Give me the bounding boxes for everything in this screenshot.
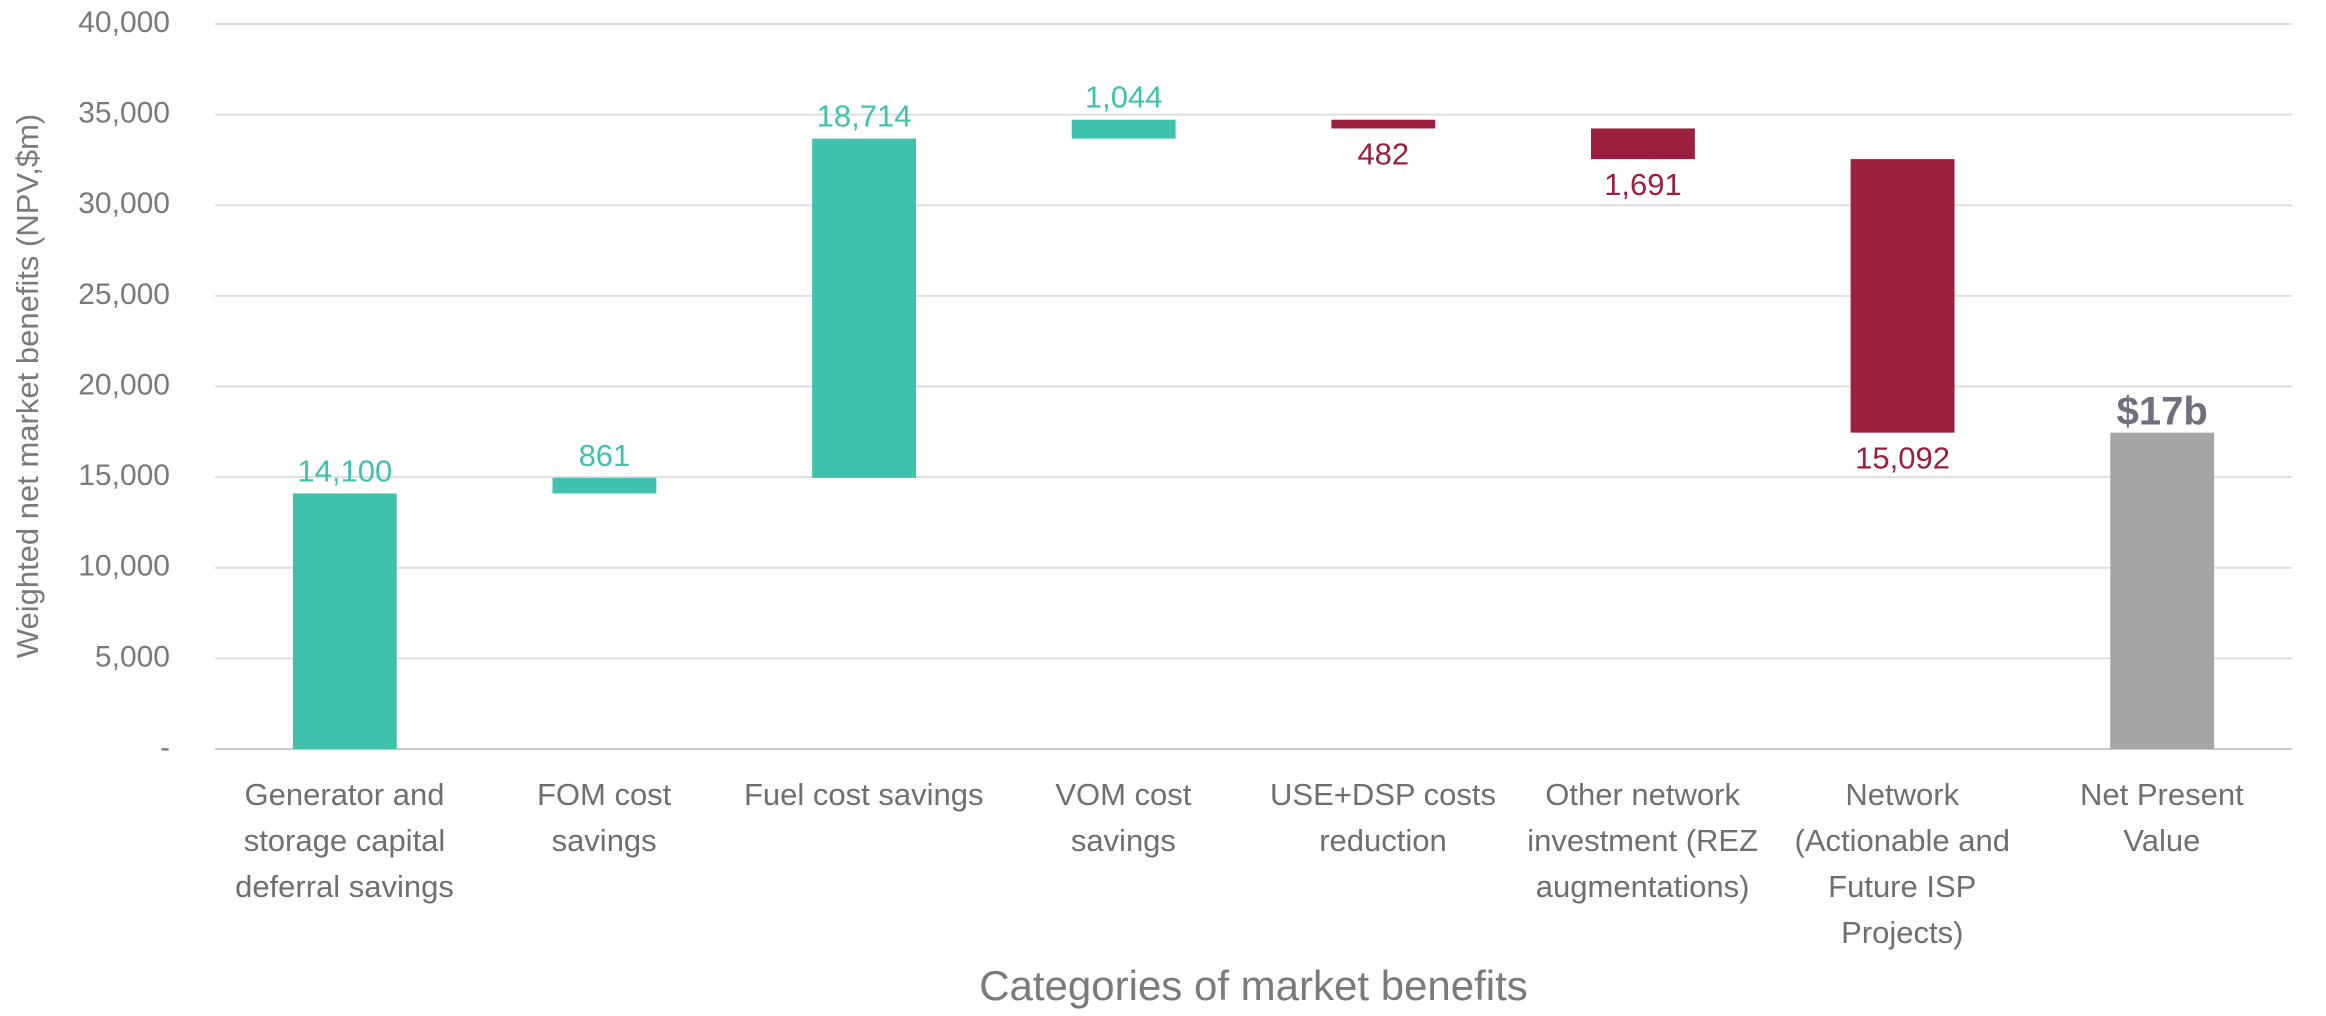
data-label: 1,691 bbox=[1604, 167, 1682, 202]
bar bbox=[2110, 432, 2215, 749]
x-axis-title: Categories of market benefits bbox=[979, 962, 1528, 1009]
bar bbox=[1850, 159, 1955, 433]
bar bbox=[1071, 119, 1176, 139]
x-tick-label: FOM cost savings bbox=[536, 777, 672, 858]
bar bbox=[1591, 128, 1695, 160]
data-label: $17b bbox=[2117, 390, 2208, 434]
data-label: 18,714 bbox=[817, 99, 912, 134]
y-tick-label: - bbox=[160, 731, 170, 764]
y-tick-label: 25,000 bbox=[78, 278, 170, 311]
bar bbox=[552, 477, 657, 494]
y-tick-label: 5,000 bbox=[95, 640, 170, 673]
y-tick-label: 20,000 bbox=[78, 368, 170, 401]
y-tick-label: 30,000 bbox=[78, 187, 170, 220]
x-tick-label: VOM cost savings bbox=[1055, 777, 1192, 858]
x-tick-label: Generator and storage capital deferral s… bbox=[235, 777, 454, 904]
bar bbox=[812, 138, 916, 478]
data-label: 14,100 bbox=[297, 453, 392, 488]
y-tick-label: 10,000 bbox=[78, 550, 170, 583]
bar bbox=[1331, 119, 1436, 129]
x-tick-label: Fuel cost savings bbox=[744, 777, 984, 812]
y-tick-label: 15,000 bbox=[78, 459, 170, 492]
x-tick-label: Other network investment (REZ augmentati… bbox=[1527, 777, 1759, 904]
data-label: 482 bbox=[1357, 136, 1409, 171]
data-label: 15,092 bbox=[1855, 441, 1950, 476]
y-axis-title: Weighted net market benefits (NPV,$m) bbox=[10, 114, 45, 658]
x-tick-label: Net Present Value bbox=[2080, 777, 2244, 858]
y-tick-label: 40,000 bbox=[78, 6, 170, 39]
bar bbox=[292, 493, 397, 749]
data-label: 861 bbox=[579, 438, 631, 473]
y-tick-label: 35,000 bbox=[78, 97, 170, 130]
x-tick-label: Network (Actionable and Future ISP Proje… bbox=[1794, 777, 2010, 950]
data-label: 1,044 bbox=[1085, 80, 1163, 115]
x-tick-label: USE+DSP costs reduction bbox=[1270, 777, 1496, 858]
